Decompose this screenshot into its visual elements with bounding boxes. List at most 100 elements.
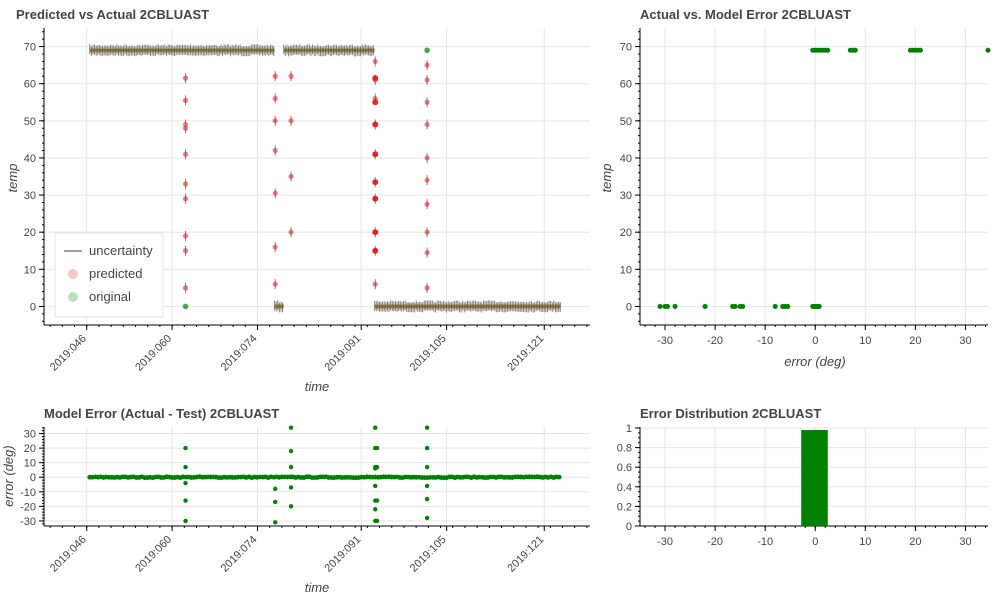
error-point xyxy=(374,445,380,451)
y-tick-label: 30 xyxy=(24,429,36,441)
predicted-point xyxy=(372,195,379,202)
error-point xyxy=(273,520,278,525)
error-point xyxy=(183,480,188,486)
predicted-point xyxy=(424,177,430,183)
y-tick-label: 40 xyxy=(620,153,632,165)
predicted-point xyxy=(288,229,294,235)
x-tick-label: 2019:091 xyxy=(322,534,363,575)
legend: uncertainty predicted original xyxy=(54,232,164,318)
predicted-point xyxy=(372,179,379,186)
original-band xyxy=(374,305,561,308)
error-point xyxy=(273,499,278,505)
original-band xyxy=(89,49,275,52)
error-point xyxy=(288,425,294,430)
predicted-point xyxy=(372,121,379,128)
x-tick-label: 2019:046 xyxy=(48,333,89,374)
predicted-point xyxy=(372,151,379,158)
y-tick-label: 70 xyxy=(24,42,36,54)
error-vs-temp-point xyxy=(732,303,738,309)
error-point xyxy=(424,425,430,430)
predicted-point xyxy=(182,97,189,103)
x-tick-label: 2019:105 xyxy=(408,534,449,575)
y-tick-label: 1 xyxy=(626,423,632,435)
x-tick-label: 2019:121 xyxy=(505,534,546,575)
predicted-point xyxy=(272,190,278,196)
y-tick-label: 0.8 xyxy=(617,443,632,455)
error-point xyxy=(424,445,430,451)
x-tick-label: 30 xyxy=(959,536,971,548)
x-tick-label: 2019:060 xyxy=(133,534,174,575)
y-tick-label: 40 xyxy=(24,153,36,165)
predicted-point xyxy=(424,77,430,83)
y-tick-label: 50 xyxy=(620,116,632,128)
original-band xyxy=(274,305,284,308)
actual-vs-model-error-xlabel: error (deg) xyxy=(784,354,845,369)
x-tick-label: 10 xyxy=(859,536,871,548)
y-tick-label: 10 xyxy=(620,264,632,276)
error-vs-temp-point xyxy=(785,303,791,309)
y-tick-label: 20 xyxy=(24,443,36,455)
error-vs-temp-point xyxy=(772,303,778,309)
x-tick-label: 20 xyxy=(909,536,921,548)
model-error-panel: Model Error (Actual - Test) 2CBLUAST err… xyxy=(1,406,590,595)
original-point xyxy=(424,47,430,54)
x-tick-label: -20 xyxy=(707,536,723,548)
error-vs-temp-point xyxy=(816,303,822,309)
y-tick-label: 0.4 xyxy=(617,482,632,494)
error-vs-temp-point xyxy=(852,47,858,53)
predicted-point xyxy=(182,285,189,291)
predicted-point xyxy=(288,118,294,124)
model-error-ylabel: error (deg) xyxy=(1,445,16,506)
x-tick-label: 2019:074 xyxy=(219,534,260,575)
error-point xyxy=(288,448,294,454)
error-point xyxy=(374,518,380,524)
x-tick-label: 30 xyxy=(959,335,971,347)
actual-vs-model-error-title: Actual vs. Model Error 2CBLUAST xyxy=(640,7,851,22)
y-tick-label: 10 xyxy=(24,458,36,470)
error-vs-temp-point xyxy=(665,303,671,309)
legend-original-label: original xyxy=(89,289,131,304)
error-vs-temp-point xyxy=(985,47,991,53)
y-tick-label: 10 xyxy=(24,264,36,276)
error-point xyxy=(424,496,430,502)
y-tick-label: 60 xyxy=(620,79,632,91)
x-tick-label: 2019:105 xyxy=(408,333,449,374)
y-tick-label: 0.6 xyxy=(617,462,632,474)
x-tick-label: 2019:091 xyxy=(322,333,363,374)
y-tick-label: 60 xyxy=(24,79,36,91)
x-tick-label: -30 xyxy=(657,335,673,347)
predicted-point xyxy=(424,62,430,68)
predicted-vs-actual-xlabel: time xyxy=(305,379,330,394)
error-point xyxy=(373,507,378,512)
original-point xyxy=(182,303,189,310)
x-tick-label: 2019:060 xyxy=(133,333,174,374)
predicted-point xyxy=(372,75,379,82)
x-tick-label: 0 xyxy=(812,335,818,347)
original-band xyxy=(283,49,375,52)
predicted-point xyxy=(182,196,189,202)
error-point xyxy=(183,518,188,524)
error-vs-temp-point xyxy=(825,47,831,53)
error-point xyxy=(556,474,562,480)
error-point xyxy=(183,445,188,451)
predicted-point xyxy=(272,244,278,250)
predicted-point xyxy=(424,99,430,105)
histogram-bar xyxy=(801,429,828,526)
predicted-point xyxy=(372,58,378,65)
x-tick-label: 2019:121 xyxy=(505,333,546,374)
error-point xyxy=(273,486,278,492)
predicted-point xyxy=(424,285,430,291)
x-tick-label: 10 xyxy=(859,335,871,347)
y-tick-label: 30 xyxy=(24,190,36,202)
error-point xyxy=(373,425,378,430)
y-tick-label: 0 xyxy=(30,472,36,484)
predicted-point xyxy=(372,247,379,254)
predicted-vs-actual-title: Predicted vs Actual 2CBLUAST xyxy=(16,7,209,22)
model-error-title: Model Error (Actual - Test) 2CBLUAST xyxy=(44,406,279,421)
y-tick-label: 50 xyxy=(24,116,36,128)
predicted-point xyxy=(372,99,379,106)
predicted-vs-actual-panel: Predicted vs Actual 2CBLUAST temp time 0… xyxy=(5,7,590,394)
x-tick-label: -10 xyxy=(757,335,773,347)
error-point xyxy=(424,464,430,470)
predicted-point xyxy=(424,201,430,207)
